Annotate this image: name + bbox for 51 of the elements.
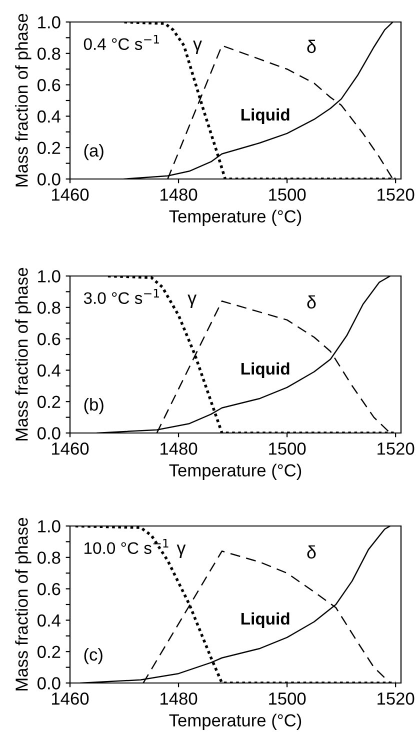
x-tick-label: 1480	[160, 188, 198, 201]
x-tick-label: 1480	[160, 692, 198, 705]
x-tick-label: 1500	[269, 442, 306, 455]
y-tick-label: 0.2	[38, 396, 60, 408]
y-tick-label: 0.6	[38, 582, 60, 596]
y-tick-label: 0.0	[38, 427, 60, 440]
y-tick-label: 1.0	[38, 270, 60, 282]
annotation: 10.0 °C s$^{−1}$	[84, 538, 168, 554]
series-label: γ	[188, 294, 197, 308]
series-label: Liquid	[241, 362, 290, 378]
y-tick-label: 0.0	[38, 173, 60, 186]
y-axis-title: Mass fraction of phase	[15, 14, 32, 186]
y-axis-title: Mass fraction of phase	[15, 518, 32, 690]
y-tick-label: 0.6	[38, 332, 60, 346]
y-tick-label: 0.8	[38, 302, 60, 314]
x-axis-title: Temperature (°C)	[169, 210, 302, 226]
series-label: Liquid	[241, 612, 290, 628]
annotation: 0.4 °C s$^{−1}$	[84, 34, 159, 50]
y-tick-label: 0.0	[38, 677, 60, 690]
x-axis-title: Temperature (°C)	[169, 464, 302, 480]
annotation: (a)	[84, 144, 104, 160]
y-tick-label: 0.2	[38, 142, 60, 154]
annotation: (b)	[84, 398, 104, 414]
annotation: 3.0 °C s$^{−1}$	[84, 288, 159, 304]
series-label: δ	[307, 295, 316, 309]
series-label: Liquid	[241, 108, 290, 124]
x-tick-label: 1460	[52, 188, 89, 201]
x-tick-label: 1460	[52, 692, 89, 705]
x-tick-label: 1520	[378, 188, 414, 201]
y-tick-label: 1.0	[38, 16, 60, 28]
y-tick-label: 0.4	[38, 614, 60, 627]
series-label: δ	[307, 40, 316, 54]
x-tick-label: 1480	[160, 442, 198, 455]
series-label: γ	[176, 544, 186, 558]
x-tick-label: 1520	[378, 442, 414, 455]
y-tick-label: 0.4	[38, 364, 60, 377]
x-tick-label: 1500	[269, 188, 306, 201]
series-label: δ	[307, 545, 316, 559]
y-tick-label: 0.8	[38, 48, 60, 60]
y-tick-label: 0.4	[38, 110, 60, 123]
annotation: (c)	[84, 648, 102, 664]
y-tick-label: 1.0	[38, 520, 60, 532]
x-tick-label: 1500	[269, 692, 306, 705]
y-axis-title: Mass fraction of phase	[15, 268, 32, 440]
y-tick-label: 0.6	[38, 78, 60, 92]
y-tick-label: 0.2	[38, 646, 60, 658]
x-tick-label: 1520	[378, 692, 414, 705]
x-axis-title: Temperature (°C)	[169, 714, 302, 730]
y-tick-label: 0.8	[38, 552, 60, 564]
x-tick-label: 1460	[52, 442, 89, 455]
series-label: γ	[193, 40, 202, 54]
